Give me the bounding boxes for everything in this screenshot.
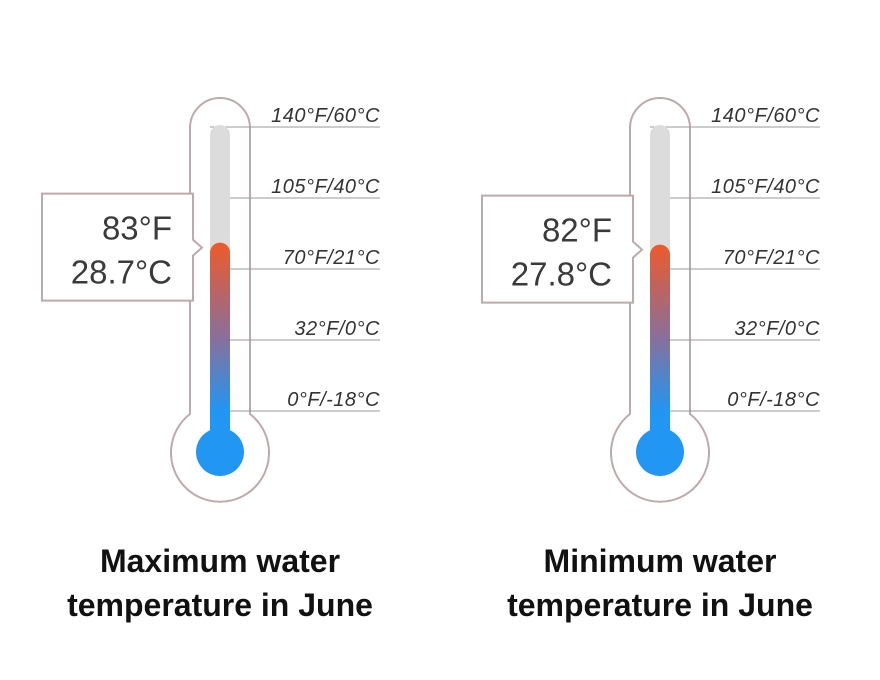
value-callout: 82°F 27.8°C bbox=[481, 194, 644, 304]
tick-label: 70°F/21°C bbox=[283, 247, 380, 269]
bulb bbox=[196, 428, 244, 476]
callout-box bbox=[41, 192, 204, 302]
thermometer-min: 140°F/60°C 105°F/40°C 70°F/21°C 32°F/0°C 0°F… bbox=[481, 97, 820, 623]
chart-title-line-2: temperature in June bbox=[507, 587, 813, 623]
tick-label: 140°F/60°C bbox=[271, 105, 380, 127]
callout-fahrenheit: 82°F bbox=[542, 212, 612, 249]
bulb bbox=[636, 428, 684, 476]
tick-label: 105°F/40°C bbox=[271, 176, 380, 198]
callout-celsius: 28.7°C bbox=[71, 254, 172, 291]
tick-label: 0°F/-18°C bbox=[727, 389, 820, 411]
chart-title-line-1: Minimum water bbox=[544, 543, 777, 579]
value-callout: 83°F 28.7°C bbox=[41, 192, 204, 302]
thermometer-max: 140°F/60°C 105°F/40°C 70°F/21°C 32°F/0°C 0°F… bbox=[41, 97, 380, 623]
tick-label: 140°F/60°C bbox=[711, 105, 820, 127]
callout-celsius: 27.8°C bbox=[511, 256, 612, 293]
tick-label: 32°F/0°C bbox=[734, 318, 820, 340]
tick-label: 70°F/21°C bbox=[723, 247, 820, 269]
chart-title-line-1: Maximum water bbox=[100, 543, 340, 579]
tick-label: 0°F/-18°C bbox=[287, 389, 380, 411]
tick-label: 32°F/0°C bbox=[294, 318, 380, 340]
callout-box bbox=[481, 194, 644, 304]
callout-fahrenheit: 83°F bbox=[102, 210, 172, 247]
mercury-fill bbox=[650, 244, 670, 452]
chart-title-line-2: temperature in June bbox=[67, 587, 373, 623]
mercury-fill bbox=[210, 242, 230, 452]
tick-label: 105°F/40°C bbox=[711, 176, 820, 198]
